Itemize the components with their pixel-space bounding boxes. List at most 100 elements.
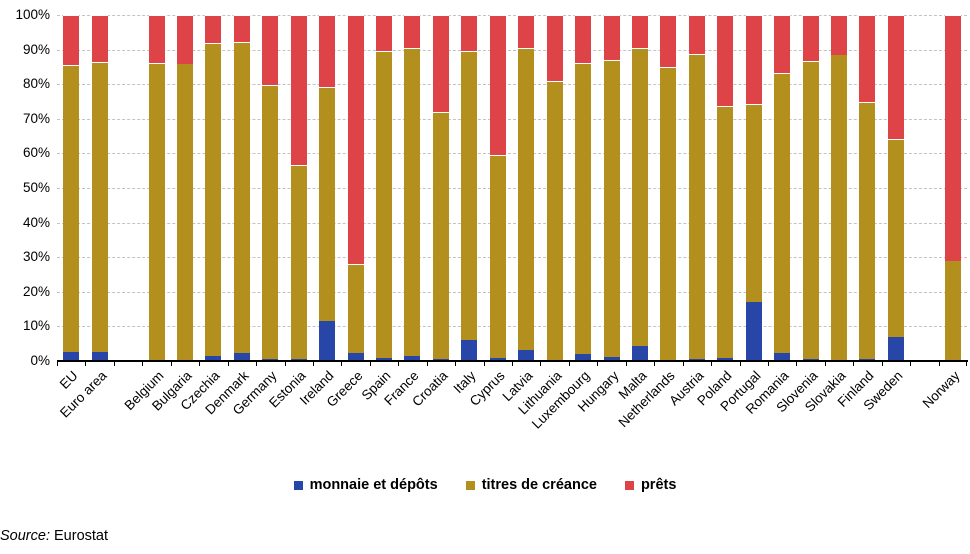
legend-swatch-titres-de-creance-icon <box>465 480 475 490</box>
bar-slot-slovenia <box>796 15 824 361</box>
segment-monnaie-et-dépôts <box>774 353 791 361</box>
bar-slot-romania <box>768 15 796 361</box>
segment-monnaie-et-dépôts <box>404 355 421 361</box>
x-axis-tick <box>910 362 912 366</box>
segment-monnaie-et-dépôts <box>290 358 307 361</box>
bar-belgium <box>148 15 165 361</box>
segment-monnaie-et-dépôts <box>376 357 393 361</box>
x-axis-tick <box>284 362 286 366</box>
bar-germany <box>262 15 279 361</box>
x-axis-tick <box>256 362 258 366</box>
bar-czechia <box>205 15 222 361</box>
x-axis-tick <box>483 362 485 366</box>
bar-slot-netherlands <box>654 15 682 361</box>
segment-monnaie-et-dépôts <box>717 358 734 361</box>
bar-slot-portugal <box>740 15 768 361</box>
bar-sweden <box>887 15 904 361</box>
legend-item-titres-de-creance: titres de créance <box>465 477 597 493</box>
legend-swatch-monnaie-et-depots-icon <box>293 480 303 490</box>
bar-slot-croatia <box>427 15 455 361</box>
x-axis-tick <box>113 362 115 366</box>
gridline <box>57 153 967 155</box>
segment-monnaie-et-dépôts <box>859 358 876 361</box>
source-label: Source: <box>0 528 50 544</box>
segment-titres-de-créance <box>887 138 904 338</box>
segment-prêts <box>262 15 279 85</box>
bar-slot-norway <box>939 15 967 361</box>
y-tick-label: 90% <box>22 41 50 57</box>
segment-titres-de-créance <box>262 84 279 360</box>
segment-prêts <box>660 15 677 68</box>
segment-titres-de-créance <box>432 111 449 360</box>
segment-monnaie-et-dépôts <box>63 352 80 361</box>
plot-area <box>57 15 967 361</box>
gridline <box>57 15 967 16</box>
bar-austria <box>688 15 705 361</box>
x-axis-line <box>57 360 968 362</box>
x-axis-tick <box>739 362 741 366</box>
segment-prêts <box>887 15 904 139</box>
x-axis-tick <box>711 362 713 366</box>
bar-slot-euro-area <box>85 15 113 361</box>
segment-prêts <box>376 15 393 52</box>
bar-netherlands <box>660 15 677 361</box>
bars-container <box>57 15 967 361</box>
segment-monnaie-et-dépôts <box>319 320 336 361</box>
x-axis-tick <box>312 362 314 366</box>
segment-titres-de-créance <box>944 261 961 361</box>
bar-romania <box>774 15 791 361</box>
gridline <box>57 291 967 293</box>
legend-label-monnaie-et-depots: monnaie et dépôts <box>309 477 438 493</box>
source-text: Eurostat <box>49 528 109 544</box>
segment-titres-de-créance <box>774 72 791 354</box>
bar-bulgaria <box>176 15 193 361</box>
segment-titres-de-créance <box>859 101 876 359</box>
y-tick-label: 100% <box>15 7 50 22</box>
bar-slot-italy <box>455 15 483 361</box>
gridline <box>57 49 967 51</box>
bar-estonia <box>290 15 307 361</box>
segment-titres-de-créance <box>176 64 193 361</box>
segment-prêts <box>205 15 222 43</box>
segment-titres-de-créance <box>63 65 80 353</box>
segment-prêts <box>518 15 535 48</box>
segment-monnaie-et-dépôts <box>91 352 108 361</box>
segment-titres-de-créance <box>688 54 705 359</box>
segment-prêts <box>148 15 165 64</box>
segment-monnaie-et-dépôts <box>745 302 762 361</box>
bar-slovenia <box>802 15 819 361</box>
y-tick-label: 10% <box>22 318 50 334</box>
y-tick-label: 50% <box>22 180 50 195</box>
bar-slot-estonia <box>285 15 313 361</box>
segment-monnaie-et-dépôts <box>461 340 478 361</box>
segment-titres-de-créance <box>631 48 648 346</box>
segment-prêts <box>944 15 961 262</box>
segment-monnaie-et-dépôts <box>518 349 535 361</box>
bar-slot-poland <box>711 15 739 361</box>
gridline <box>57 188 967 189</box>
segment-titres-de-créance <box>347 264 364 353</box>
bar-slot-france <box>398 15 426 361</box>
segment-titres-de-créance <box>233 42 250 354</box>
bar-slot-czechia <box>199 15 227 361</box>
segment-titres-de-créance <box>319 87 336 321</box>
segment-prêts <box>688 15 705 55</box>
bar-slot-denmark <box>228 15 256 361</box>
bar-denmark <box>233 15 250 361</box>
y-tick-label: 20% <box>22 283 50 299</box>
segment-prêts <box>831 15 848 56</box>
source-note: Source: Eurostat <box>0 528 108 544</box>
x-axis-tick <box>824 362 826 366</box>
y-tick-label: 0% <box>30 353 50 368</box>
bar-cyprus <box>489 15 506 361</box>
gridline <box>57 257 967 259</box>
bar-slot-germany <box>256 15 284 361</box>
x-axis-tick <box>881 362 883 366</box>
x-axis-tick <box>938 362 940 366</box>
segment-titres-de-créance <box>205 42 222 357</box>
segment-monnaie-et-dépôts <box>205 356 222 361</box>
segment-titres-de-créance <box>831 55 848 361</box>
segment-prêts <box>717 15 734 106</box>
segment-prêts <box>461 15 478 52</box>
